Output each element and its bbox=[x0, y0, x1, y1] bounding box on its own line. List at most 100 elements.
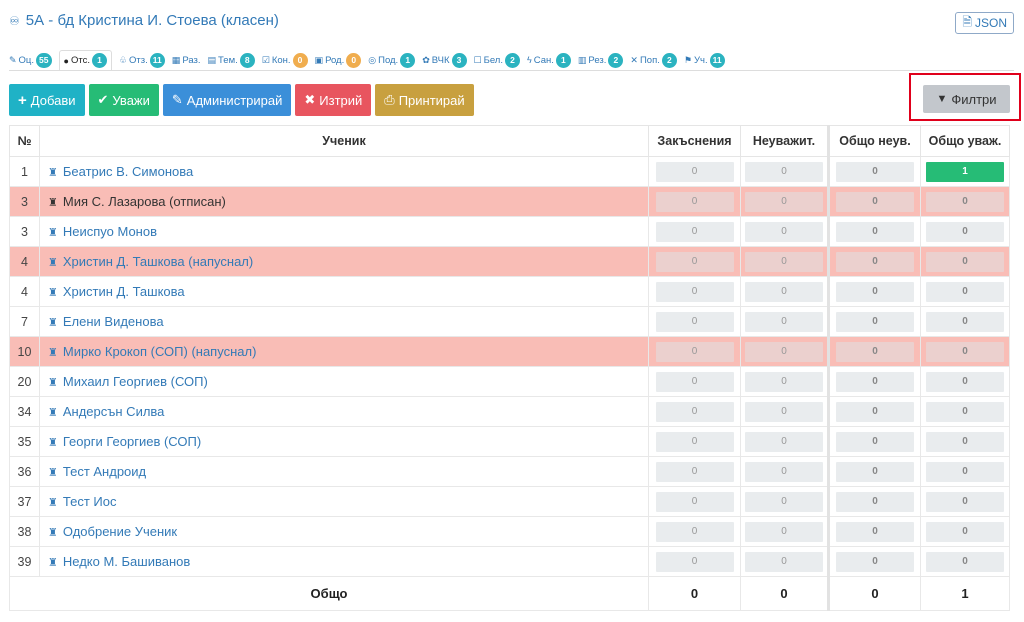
tab-4[interactable]: ▤ Тем. 8 bbox=[208, 52, 255, 68]
student-cell[interactable]: ♜ Недко М. Башиванов bbox=[39, 546, 649, 577]
total-unexcused-value[interactable]: 0 bbox=[836, 341, 914, 362]
total-excused-value[interactable]: 0 bbox=[926, 251, 1004, 272]
tab-13[interactable]: ⚑ Уч. 11 bbox=[684, 52, 725, 68]
student-name-link[interactable]: Мия С. Лазарова (отписан) bbox=[62, 194, 226, 209]
student-cell[interactable]: ♜ Тест Андроид bbox=[39, 456, 649, 487]
add-button[interactable]: + Добави bbox=[9, 84, 85, 116]
tab-3[interactable]: ▦ Раз. bbox=[172, 55, 201, 66]
explanations-value[interactable]: 0 bbox=[655, 161, 734, 182]
print-button[interactable]: ⎙ Принтирай bbox=[375, 84, 474, 116]
total-unexcused-value[interactable]: 0 bbox=[836, 521, 914, 542]
student-name-link[interactable]: Андерсън Силва bbox=[62, 404, 165, 419]
explanations-value[interactable]: 0 bbox=[655, 221, 734, 242]
student-name-link[interactable]: Георги Георгиев (СОП) bbox=[62, 434, 202, 449]
delete-button[interactable]: ✖ Изтрий bbox=[295, 84, 372, 116]
total-unexcused-value[interactable]: 0 bbox=[836, 221, 914, 242]
total-excused-value[interactable]: 0 bbox=[926, 401, 1004, 422]
explanations-value[interactable]: 0 bbox=[655, 281, 734, 302]
total-excused-value[interactable]: 0 bbox=[926, 371, 1004, 392]
json-button[interactable]: 🗎 JSON bbox=[955, 12, 1014, 34]
total-unexcused-value[interactable]: 0 bbox=[836, 491, 914, 512]
administer-button[interactable]: ✎ Администрирай bbox=[162, 84, 292, 116]
table-row[interactable]: 7 ♜ Елени Виденова 0 0 0 0 bbox=[9, 306, 1010, 337]
student-cell[interactable]: ♜ Христин Д. Ташкова bbox=[39, 276, 649, 307]
student-cell[interactable]: ♜ Христин Д. Ташкова (напуснал) bbox=[39, 246, 649, 277]
total-unexcused-value[interactable]: 0 bbox=[836, 371, 914, 392]
tab-6[interactable]: ▣ Род. 0 bbox=[315, 52, 362, 68]
unexcused-value[interactable]: 0 bbox=[745, 401, 823, 422]
unexcused-value[interactable]: 0 bbox=[745, 521, 823, 542]
total-excused-value[interactable]: 0 bbox=[926, 491, 1004, 512]
unexcused-value[interactable]: 0 bbox=[745, 551, 823, 572]
total-excused-value[interactable]: 0 bbox=[926, 281, 1004, 302]
table-row[interactable]: 4 ♜ Христин Д. Ташкова (напуснал) 0 0 0 0 bbox=[9, 246, 1010, 277]
tab-10[interactable]: ϟ Сан. 1 bbox=[527, 52, 571, 68]
explanations-value[interactable]: 0 bbox=[655, 401, 734, 422]
total-excused-value[interactable]: 0 bbox=[926, 341, 1004, 362]
unexcused-value[interactable]: 0 bbox=[745, 491, 823, 512]
explanations-value[interactable]: 0 bbox=[655, 491, 734, 512]
explanations-value[interactable]: 0 bbox=[655, 461, 734, 482]
total-unexcused-value[interactable]: 0 bbox=[836, 461, 914, 482]
unexcused-value[interactable]: 0 bbox=[745, 221, 823, 242]
total-unexcused-value[interactable]: 0 bbox=[836, 551, 914, 572]
student-cell[interactable]: ♜ Беатрис В. Симонова bbox=[39, 156, 649, 187]
total-unexcused-value[interactable]: 0 bbox=[836, 191, 914, 212]
total-unexcused-value[interactable]: 0 bbox=[836, 311, 914, 332]
student-name-link[interactable]: Елени Виденова bbox=[62, 314, 164, 329]
student-cell[interactable]: ♜ Георги Георгиев (СОП) bbox=[39, 426, 649, 457]
student-name-link[interactable]: Тест Андроид bbox=[62, 464, 147, 479]
unexcused-value[interactable]: 0 bbox=[745, 251, 823, 272]
student-name-link[interactable]: Беатрис В. Симонова bbox=[62, 164, 194, 179]
total-unexcused-value[interactable]: 0 bbox=[836, 251, 914, 272]
tab-2[interactable]: ♧ Отз. 11 bbox=[119, 52, 165, 68]
total-unexcused-value[interactable]: 0 bbox=[836, 281, 914, 302]
explanations-value[interactable]: 0 bbox=[655, 251, 734, 272]
table-row[interactable]: 4 ♜ Христин Д. Ташкова 0 0 0 0 bbox=[9, 276, 1010, 307]
explanations-value[interactable]: 0 bbox=[655, 431, 734, 452]
total-excused-value[interactable]: 0 bbox=[926, 191, 1004, 212]
unexcused-value[interactable]: 0 bbox=[745, 371, 823, 392]
total-excused-value[interactable]: 0 bbox=[926, 461, 1004, 482]
unexcused-value[interactable]: 0 bbox=[745, 461, 823, 482]
explanations-value[interactable]: 0 bbox=[655, 551, 734, 572]
table-row[interactable]: 3 ♜ Мия С. Лазарова (отписан) 0 0 0 0 bbox=[9, 186, 1010, 217]
total-excused-value[interactable]: 1 bbox=[926, 161, 1004, 182]
table-row[interactable]: 10 ♜ Мирко Крокоп (СОП) (напуснал) 0 0 0 0 bbox=[9, 336, 1010, 367]
student-cell[interactable]: ♜ Михаил Георгиев (СОП) bbox=[39, 366, 649, 397]
table-row[interactable]: 37 ♜ Тест Иос 0 0 0 0 bbox=[9, 486, 1010, 517]
table-row[interactable]: 20 ♜ Михаил Георгиев (СОП) 0 0 0 0 bbox=[9, 366, 1010, 397]
student-name-link[interactable]: Христин Д. Ташкова bbox=[62, 284, 185, 299]
explanations-value[interactable]: 0 bbox=[655, 191, 734, 212]
student-name-link[interactable]: Неиспуо Монов bbox=[62, 224, 157, 239]
table-row[interactable]: 1 ♜ Беатрис В. Симонова 0 0 0 1 bbox=[9, 156, 1010, 187]
tab-5[interactable]: ☑ Кон. 0 bbox=[262, 52, 308, 68]
student-cell[interactable]: ♜ Неиспуо Монов bbox=[39, 216, 649, 247]
table-row[interactable]: 35 ♜ Георги Георгиев (СОП) 0 0 0 0 bbox=[9, 426, 1010, 457]
filters-button[interactable]: ▼ Филтри bbox=[923, 85, 1010, 113]
student-cell[interactable]: ♜ Мия С. Лазарова (отписан) bbox=[39, 186, 649, 217]
unexcused-value[interactable]: 0 bbox=[745, 341, 823, 362]
table-row[interactable]: 36 ♜ Тест Андроид 0 0 0 0 bbox=[9, 456, 1010, 487]
tab-7[interactable]: ◎ Под. 1 bbox=[368, 52, 416, 68]
tab-12[interactable]: ✕ Поп. 2 bbox=[630, 52, 677, 68]
explanations-value[interactable]: 0 bbox=[655, 521, 734, 542]
student-cell[interactable]: ♜ Мирко Крокоп (СОП) (напуснал) bbox=[39, 336, 649, 367]
tab-0[interactable]: ✎ Оц. 55 bbox=[9, 52, 52, 68]
total-excused-value[interactable]: 0 bbox=[926, 551, 1004, 572]
total-unexcused-value[interactable]: 0 bbox=[836, 431, 914, 452]
tab-1[interactable]: ● Отс. 1 bbox=[58, 50, 112, 70]
table-row[interactable]: 38 ♜ Одобрение Ученик 0 0 0 0 bbox=[9, 516, 1010, 547]
total-excused-value[interactable]: 0 bbox=[926, 311, 1004, 332]
table-row[interactable]: 3 ♜ Неиспуо Монов 0 0 0 0 bbox=[9, 216, 1010, 247]
explanations-value[interactable]: 0 bbox=[655, 341, 734, 362]
unexcused-value[interactable]: 0 bbox=[745, 161, 823, 182]
tab-9[interactable]: ☐ Бел. 2 bbox=[474, 52, 520, 68]
table-row[interactable]: 34 ♜ Андерсън Силва 0 0 0 0 bbox=[9, 396, 1010, 427]
unexcused-value[interactable]: 0 bbox=[745, 431, 823, 452]
unexcused-value[interactable]: 0 bbox=[745, 191, 823, 212]
explanations-value[interactable]: 0 bbox=[655, 371, 734, 392]
student-name-link[interactable]: Недко М. Башиванов bbox=[62, 554, 191, 569]
student-cell[interactable]: ♜ Андерсън Силва bbox=[39, 396, 649, 427]
excuse-button[interactable]: ✔ Уважи bbox=[88, 84, 159, 116]
